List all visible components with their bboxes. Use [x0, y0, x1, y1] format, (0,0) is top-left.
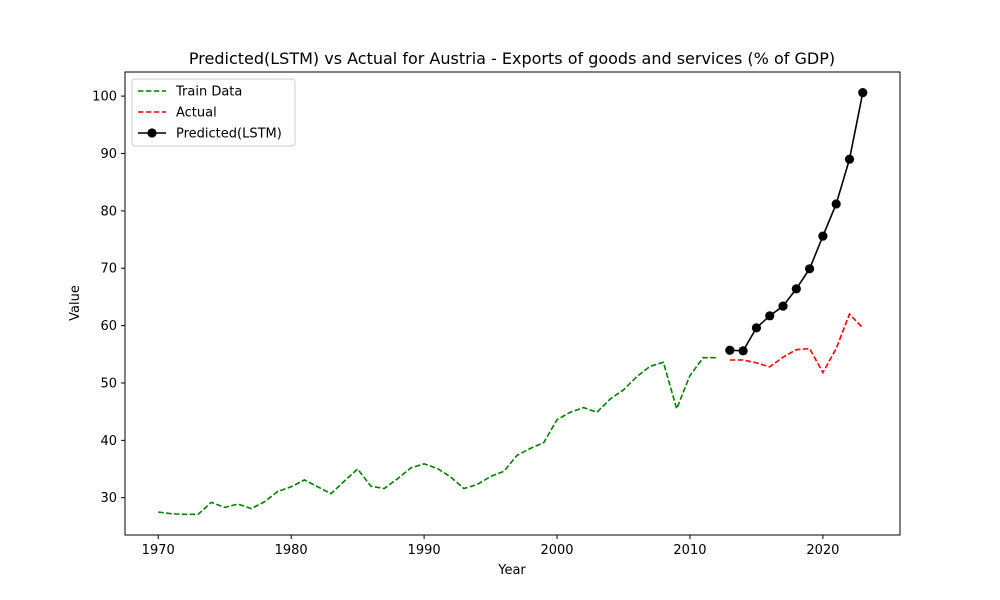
- data-point-predicted-lstm: [831, 199, 841, 209]
- series-line-train-data: [158, 356, 717, 516]
- data-point-predicted-lstm: [818, 231, 828, 241]
- y-tick-label: 70: [100, 262, 117, 277]
- x-tick-label: 2010: [673, 543, 706, 558]
- legend-box: [131, 78, 296, 147]
- data-point-predicted-lstm: [778, 301, 788, 311]
- legend: Train Data Actual Predicted(LSTM): [131, 78, 296, 147]
- y-tick-label: 60: [100, 319, 117, 334]
- y-tick-label: 100: [92, 90, 117, 105]
- data-point-predicted-lstm: [791, 284, 801, 294]
- x-tick-label: 1970: [142, 543, 175, 558]
- x-axis: 1970 1980 1990 2000 2010 2020: [142, 535, 839, 558]
- y-tick-label: 30: [100, 491, 117, 506]
- data-point-predicted-lstm: [844, 154, 855, 164]
- legend-label-actual: Actual: [176, 106, 217, 121]
- data-point-predicted-lstm: [751, 323, 762, 333]
- chart-title: Predicted(LSTM) vs Actual for Austria - …: [189, 49, 835, 68]
- y-tick-label: 90: [100, 147, 117, 162]
- data-point-predicted-lstm: [858, 88, 868, 98]
- data-point-predicted-lstm: [805, 264, 815, 274]
- y-axis: 30 40 50 60 70 80 90 100: [92, 90, 125, 506]
- y-tick-label: 50: [100, 376, 117, 391]
- legend-marker-predicted-lstm: [147, 128, 157, 138]
- y-tick-label: 40: [100, 434, 117, 449]
- x-tick-label: 1980: [275, 543, 308, 558]
- series-line-actual: [729, 312, 864, 375]
- plot-frame: [124, 71, 901, 536]
- x-axis-label: Year: [497, 563, 526, 578]
- x-tick-label: 1990: [408, 543, 441, 558]
- legend-label-predicted-lstm: Predicted(LSTM): [176, 127, 282, 142]
- y-tick-label: 80: [100, 204, 117, 219]
- data-point-predicted-lstm: [765, 311, 775, 321]
- data-point-predicted-lstm: [725, 345, 735, 355]
- y-axis-label: Value: [68, 285, 83, 321]
- x-tick-label: 2000: [540, 543, 573, 558]
- data-point-predicted-lstm: [738, 346, 748, 356]
- plot-markers: [725, 88, 868, 356]
- legend-label-train-data: Train Data: [175, 85, 242, 100]
- x-tick-label: 2020: [806, 543, 839, 558]
